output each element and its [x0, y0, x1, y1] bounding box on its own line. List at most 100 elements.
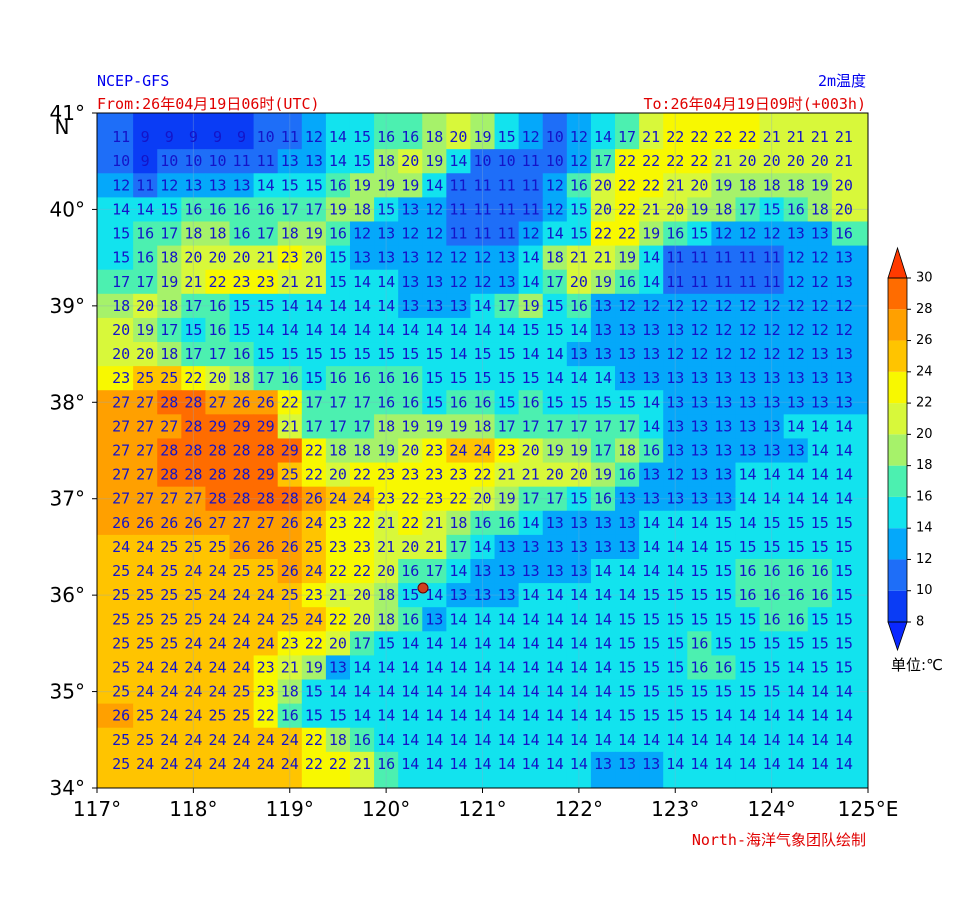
temp-cell [229, 342, 255, 367]
temp-cell [325, 317, 351, 343]
temp-value: 14 [353, 273, 371, 291]
temp-cell [687, 486, 712, 512]
temp-cell [518, 245, 544, 271]
temp-cell [639, 390, 664, 415]
colorbar-label: 单位:℃ [891, 656, 943, 674]
temp-value: 17 [305, 393, 323, 411]
temp-value: 28 [208, 490, 226, 508]
temp-value: 14 [329, 128, 347, 146]
temp-value: 11 [714, 249, 732, 267]
temp-cell [615, 438, 640, 464]
temp-value: 25 [112, 562, 130, 580]
temp-cell [349, 558, 375, 584]
temp-value: 15 [281, 345, 299, 363]
temp-value: 26 [233, 538, 251, 556]
temp-cell [398, 221, 423, 247]
temp-cell [590, 342, 616, 367]
temp-value: 24 [233, 755, 251, 773]
temp-value: 10 [184, 152, 202, 170]
temp-cell [663, 173, 688, 198]
temp-cell [663, 438, 688, 464]
temp-cell [277, 221, 303, 247]
temp-value: 28 [184, 442, 202, 460]
temp-value: 25 [184, 538, 202, 556]
temp-value: 12 [739, 321, 757, 339]
temp-value: 14 [666, 514, 684, 532]
temp-value: 9 [165, 128, 174, 146]
temp-value: 13 [449, 297, 467, 315]
temp-value: 28 [233, 466, 251, 484]
temp-value: 13 [642, 490, 660, 508]
temp-cell [639, 558, 664, 584]
temp-cell [542, 149, 568, 174]
temp-value: 23 [257, 658, 275, 676]
temp-cell [663, 366, 688, 391]
temp-value: 26 [281, 538, 299, 556]
temp-value: 14 [739, 731, 757, 749]
temp-cell [325, 486, 351, 512]
temp-value: 14 [739, 466, 757, 484]
temp-value: 14 [377, 707, 395, 725]
temp-value: 24 [184, 562, 202, 580]
temp-value: 23 [281, 634, 299, 652]
temp-cell [566, 149, 592, 174]
temp-cell [711, 245, 736, 271]
temp-value: 16 [281, 707, 299, 725]
temp-cell [639, 269, 664, 295]
temp-cell [566, 173, 592, 198]
temp-value: 21 [281, 658, 299, 676]
temp-cell [542, 293, 568, 319]
temp-value: 16 [763, 586, 781, 604]
temp-cell [759, 173, 785, 198]
temp-value: 25 [208, 707, 226, 725]
temp-cell [615, 583, 640, 608]
temp-value: 13 [618, 755, 636, 773]
temp-value: 17 [449, 538, 467, 556]
temp-cell [711, 510, 736, 536]
temp-value: 11 [257, 152, 275, 170]
temp-cell [157, 245, 182, 271]
temp-cell [518, 317, 544, 343]
temp-value: 21 [594, 249, 612, 267]
temp-value: 21 [642, 128, 660, 146]
temp-value: 12 [666, 345, 684, 363]
temp-cell [97, 390, 134, 415]
temp-value: 18 [353, 200, 371, 218]
temp-cell [301, 342, 327, 367]
temp-cell [446, 173, 471, 198]
temp-cell [831, 510, 869, 536]
temp-value: 14 [546, 683, 564, 701]
temp-cell [325, 293, 351, 319]
temp-cell [349, 366, 375, 391]
temp-value: 14 [811, 755, 829, 773]
temp-cell [181, 558, 206, 584]
temp-cell [735, 173, 761, 198]
temp-cell [639, 113, 664, 150]
temp-value: 15 [281, 176, 299, 194]
temp-cell [759, 414, 785, 439]
temp-value: 14 [522, 683, 540, 701]
temp-cell [470, 293, 496, 319]
temp-value: 12 [739, 225, 757, 243]
temp-value: 13 [425, 297, 443, 315]
temp-cell [229, 414, 255, 439]
temp-cell [97, 269, 134, 295]
temp-value: 13 [666, 417, 684, 435]
temp-cell [470, 269, 496, 295]
temp-value: 17 [281, 200, 299, 218]
temp-value: 22 [353, 562, 371, 580]
temp-value: 25 [281, 586, 299, 604]
temp-value: 14 [353, 297, 371, 315]
temp-value: 13 [811, 393, 829, 411]
temp-cell [133, 245, 158, 271]
temp-value: 27 [112, 393, 130, 411]
temp-value: 11 [136, 176, 154, 194]
temp-cell [518, 197, 544, 222]
temp-value: 14 [329, 297, 347, 315]
temp-value: 14 [377, 321, 395, 339]
credit: North-海洋气象团队绘制 [692, 831, 866, 849]
temp-value: 14 [522, 707, 540, 725]
temp-value: 26 [257, 393, 275, 411]
temp-value: 20 [377, 562, 395, 580]
temp-value: 14 [425, 321, 443, 339]
